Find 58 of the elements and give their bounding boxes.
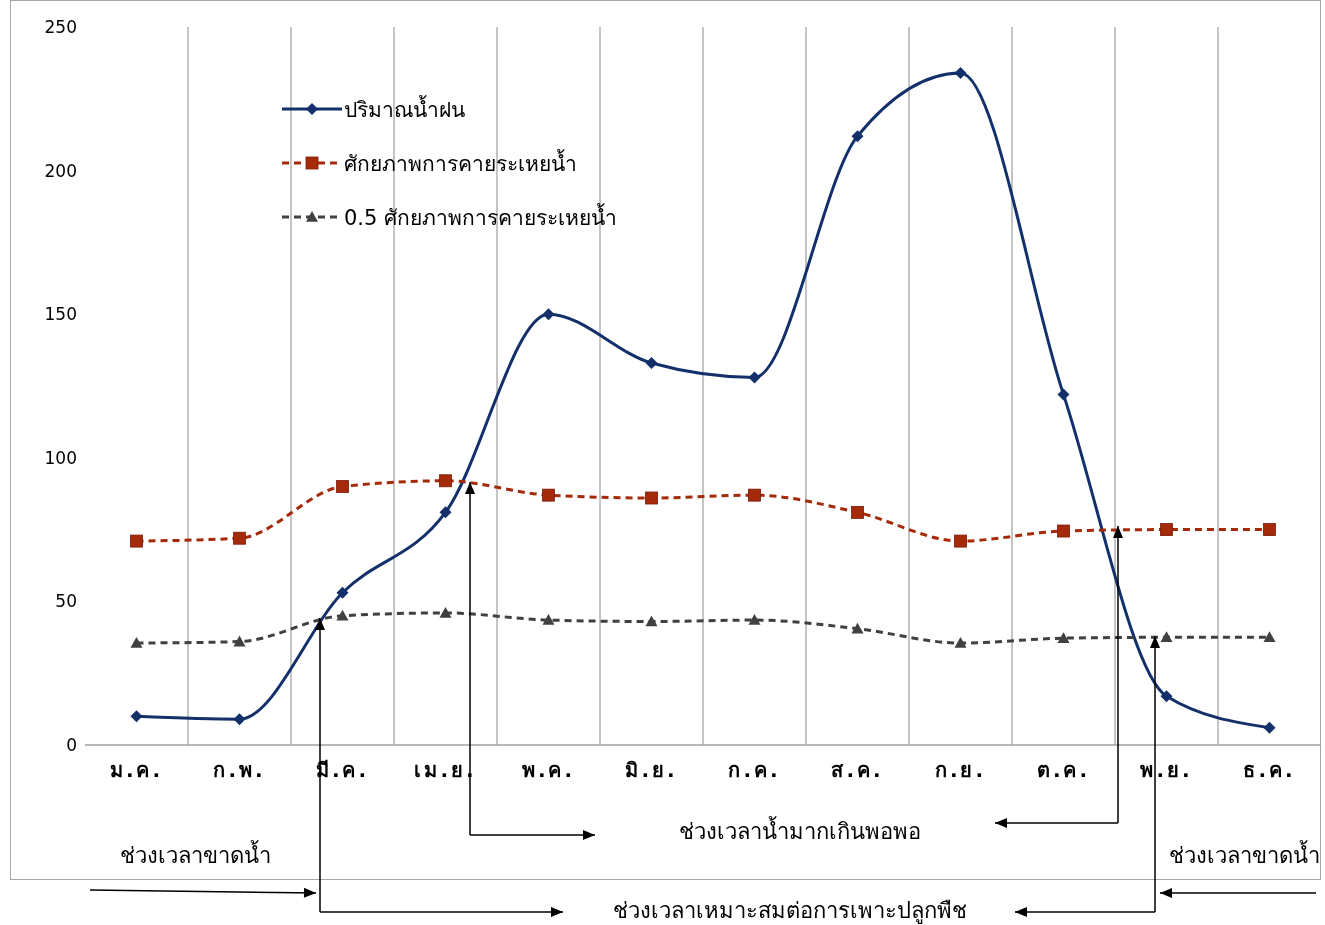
legend-label: 0.5 ศักยภาพการคายระเหยน้ำ (344, 202, 618, 232)
x-tick-label: ก.ย. (934, 758, 987, 783)
point (851, 130, 864, 143)
x-tick-label: พ.ค. (521, 758, 576, 783)
point (1057, 632, 1070, 643)
point (336, 586, 349, 599)
point (1057, 524, 1070, 538)
point (748, 371, 761, 384)
x-tick-label: ส.ค. (831, 758, 884, 783)
point (439, 506, 452, 519)
y-tick-label: 100 (44, 447, 77, 468)
y-tick-label: 200 (44, 160, 77, 181)
point (336, 609, 349, 621)
point (954, 637, 967, 648)
y-tick-label: 250 (44, 17, 77, 38)
point (233, 531, 246, 545)
point (645, 491, 658, 505)
point (748, 488, 761, 502)
point (439, 606, 452, 618)
y-tick-label: 150 (44, 304, 77, 325)
point (1160, 690, 1173, 703)
point (542, 488, 555, 502)
point (1057, 388, 1070, 401)
point (542, 308, 555, 321)
point (336, 480, 349, 493)
legend-label: ศักยภาพการคายระเหยน้ำ (344, 148, 577, 178)
point (1263, 523, 1276, 536)
point (1160, 523, 1173, 536)
point (130, 710, 143, 723)
point (954, 534, 967, 548)
point (954, 66, 967, 79)
x-tick-label: ก.ค. (728, 758, 781, 783)
point (851, 505, 864, 519)
point (1160, 631, 1173, 643)
x-tick-label: ก.พ. (213, 758, 266, 783)
point (130, 637, 143, 648)
text: ช่วงเวลาเหมาะสมต่อการเพาะปลูกพืช (612, 897, 968, 925)
text: ช่วงเวลาน้ำมากเกินพอพอ (678, 815, 922, 846)
point (542, 614, 555, 625)
point (233, 713, 246, 726)
point (851, 622, 864, 634)
text: ช่วงเวลาขาดน้ำ (1168, 839, 1320, 870)
point (1263, 721, 1276, 734)
point (439, 474, 452, 488)
point (645, 357, 658, 370)
text: ช่วงเวลาขาดน้ำ (118, 839, 272, 870)
point (645, 615, 658, 627)
y-tick-label: 0 (66, 735, 77, 756)
point (748, 614, 761, 625)
x-tick-label: ม.ค. (109, 758, 164, 783)
x-tick-label: มิ.ย. (625, 758, 678, 783)
x-tick-label: ต.ค. (1036, 758, 1091, 783)
legend-label: ปริมาณน้ำฝน (344, 94, 465, 124)
point (233, 635, 246, 647)
point (130, 534, 143, 548)
y-tick-label: 50 (55, 591, 77, 612)
point (1263, 631, 1276, 643)
x-tick-label: ธ.ค. (1243, 758, 1296, 783)
